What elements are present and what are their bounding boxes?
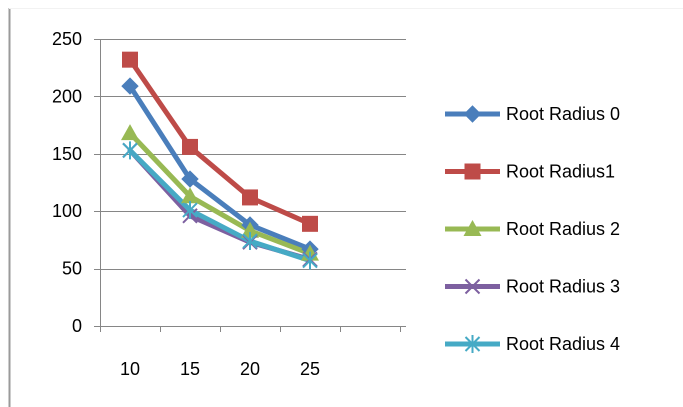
y-tick-label: 200 [52, 86, 82, 106]
gridlines [94, 39, 406, 270]
legend-label: Root Radius 4 [506, 334, 620, 354]
plot-area: 0 50 100 150 200 250 10 15 20 25 [52, 29, 406, 379]
x-axis-tick-labels: 10 15 20 25 [120, 359, 320, 379]
data-point-series-2 [121, 124, 139, 141]
data-point-series-0 [121, 77, 139, 95]
y-tick-label: 100 [52, 201, 82, 221]
data-point-series-0 [181, 170, 199, 188]
y-tick-label: 150 [52, 144, 82, 164]
legend-marker [464, 278, 481, 295]
legend-item: Root Radius1 [445, 162, 615, 182]
data-point-series-4 [122, 141, 138, 160]
data-point-series-1 [182, 138, 198, 155]
x-tick-label: 15 [180, 359, 200, 379]
data-point-series-4 [302, 251, 318, 270]
x-tick-label: 25 [300, 359, 320, 379]
axes [94, 39, 406, 332]
data-point-series-1 [302, 215, 318, 232]
data-point-series-4 [242, 232, 258, 251]
data-point-series-4 [182, 201, 198, 220]
legend-item: Root Radius 4 [445, 334, 620, 354]
legend-label: Root Radius 0 [506, 104, 620, 124]
series-lines [127, 57, 313, 264]
data-point-series-2 [241, 221, 259, 238]
legend-item: Root Radius 0 [445, 104, 620, 124]
y-tick-label: 50 [62, 259, 82, 279]
y-tick-label: 250 [52, 29, 82, 49]
legend-item: Root Radius 2 [445, 219, 620, 239]
series-line-4 [127, 147, 313, 264]
series-line-2 [127, 130, 313, 257]
series-markers [121, 51, 319, 270]
y-axis-tick-labels: 0 50 100 150 200 250 [52, 29, 82, 336]
series-line-1 [127, 57, 313, 227]
series-line-0 [127, 83, 313, 252]
data-point-series-2 [181, 187, 199, 204]
legend-marker [463, 105, 482, 123]
data-point-series-1 [242, 189, 258, 206]
x-tick-label: 20 [240, 359, 260, 379]
legend-item: Root Radius 3 [445, 277, 620, 297]
x-tick-label: 10 [120, 359, 140, 379]
legend-label: Root Radius 2 [506, 219, 620, 239]
legend-marker [464, 163, 481, 180]
data-point-series-1 [122, 51, 138, 68]
legend-label: Root Radius 3 [506, 277, 620, 297]
legend-marker [463, 220, 482, 236]
legend-label: Root Radius1 [506, 162, 615, 182]
legend: Root Radius 0 Root Radius1 Root Radius 2 Ro… [445, 104, 620, 354]
legend-marker [464, 335, 481, 353]
y-tick-label: 0 [72, 316, 82, 336]
